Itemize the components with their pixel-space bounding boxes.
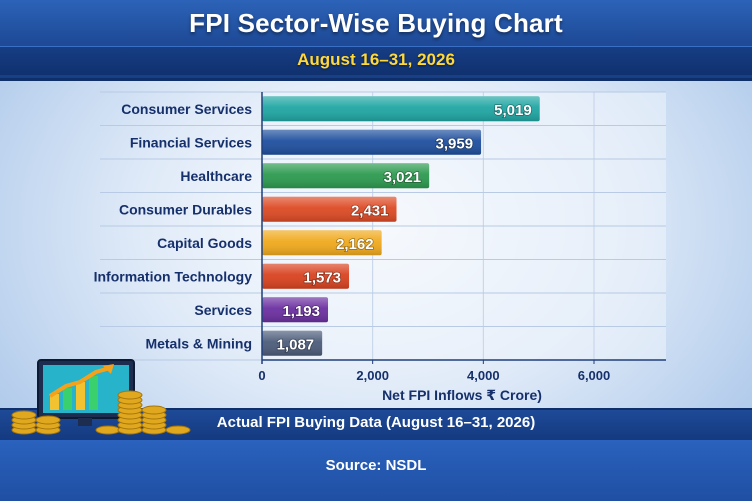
x-axis-title: Net FPI Inflows ₹ Crore) (382, 387, 542, 403)
value-label: 2,431 (351, 202, 389, 219)
category-label: Healthcare (180, 168, 252, 184)
x-tick-label: 0 (258, 368, 265, 383)
value-label: 1,573 (303, 269, 341, 286)
category-label: Consumer Services (121, 101, 252, 117)
footer-banner-text: Actual FPI Buying Data (August 16–31, 20… (216, 414, 536, 431)
bar-highlight (262, 96, 540, 122)
bar-highlight (262, 230, 382, 256)
bar-highlight (262, 297, 329, 323)
bar-highlight (262, 163, 430, 189)
chart-subtitle: August 16–31, 2026 (297, 50, 455, 69)
category-label: Services (194, 302, 252, 318)
x-tick-label: 2,000 (356, 368, 389, 383)
category-label: Capital Goods (157, 235, 252, 251)
rising-chart-monitor-with-gold-coins-icon (11, 359, 191, 435)
source-note: Source: NSDL (325, 457, 427, 474)
subtitle-band (0, 46, 752, 75)
x-tick-label: 4,000 (467, 368, 500, 383)
chart-title: FPI Sector-Wise Buying Chart (189, 8, 563, 38)
bar-highlight (262, 196, 397, 222)
category-label: Information Technology (94, 268, 253, 284)
value-label: 1,193 (282, 303, 320, 320)
category-label: Consumer Durables (119, 201, 252, 217)
value-label: 1,087 (277, 336, 315, 353)
footer-band (0, 440, 752, 501)
value-label: 2,162 (336, 236, 374, 253)
category-label: Metals & Mining (145, 335, 252, 351)
category-label: Financial Services (130, 134, 252, 150)
bar-highlight (262, 263, 350, 289)
bar-highlight (262, 129, 482, 155)
value-label: 3,959 (436, 135, 474, 152)
bar-highlight (262, 330, 323, 356)
value-label: 3,021 (384, 169, 422, 186)
value-label: 5,019 (494, 102, 532, 119)
x-tick-label: 6,000 (578, 368, 611, 383)
